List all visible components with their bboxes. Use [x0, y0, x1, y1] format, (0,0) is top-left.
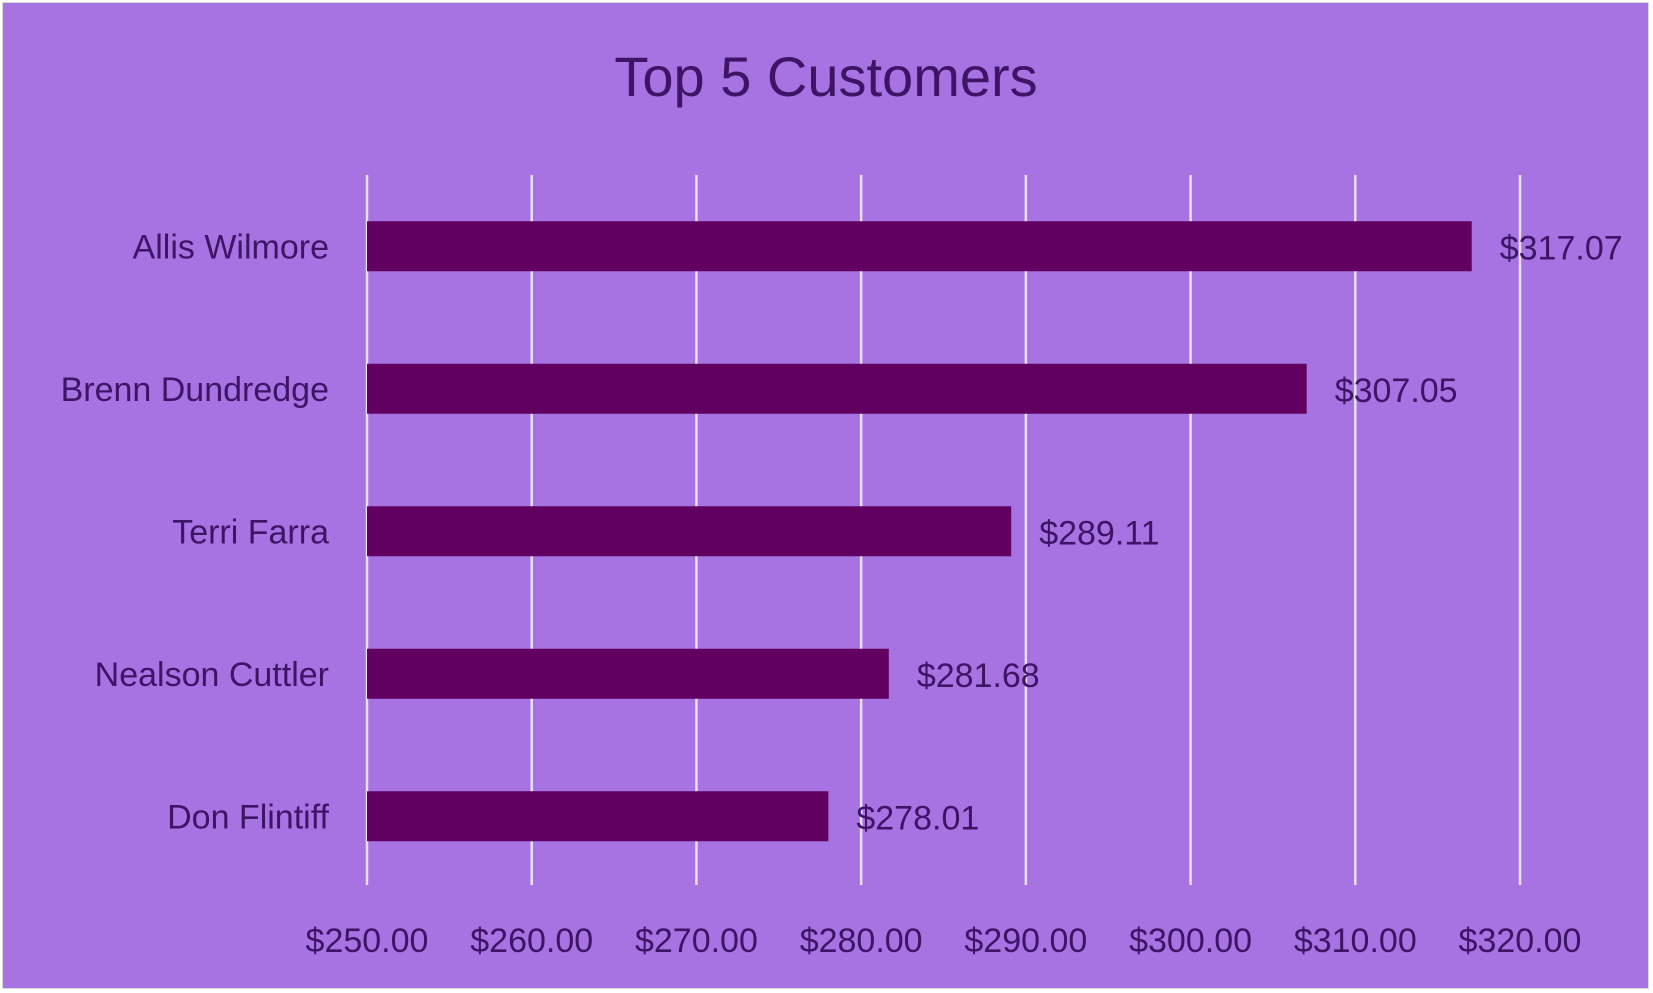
bar-3	[367, 506, 1012, 557]
x-tick-label: $300.00	[1129, 922, 1252, 960]
x-tick-label: $270.00	[635, 922, 758, 960]
category-label: Don Flintiff	[167, 798, 329, 836]
data-labels: $317.07 $307.05 $289.11 $281.68 $278.01	[856, 229, 1622, 837]
bar-2	[367, 363, 1307, 414]
category-label: Brenn Dundredge	[61, 371, 329, 409]
data-label: $281.68	[917, 657, 1040, 695]
chart-title: Top 5 Customers	[614, 45, 1037, 108]
bars	[367, 221, 1472, 842]
bar-4	[367, 648, 889, 699]
bar-chart: Top 5 Customers $317.07 $307.05 $289.11 $28…	[3, 3, 1648, 988]
data-label: $317.07	[1500, 229, 1623, 267]
data-label: $278.01	[856, 799, 979, 837]
x-tick-label: $290.00	[964, 922, 1087, 960]
bar-1	[367, 221, 1472, 272]
category-label: Allis Wilmore	[133, 228, 329, 266]
data-label: $307.05	[1335, 372, 1458, 410]
bar-5	[367, 791, 829, 842]
data-label: $289.11	[1039, 514, 1159, 552]
category-label: Terri Farra	[172, 513, 329, 551]
x-tick-label: $250.00	[306, 922, 429, 960]
value-axis: $250.00 $260.00 $270.00 $280.00 $290.00 $300.…	[306, 922, 1582, 960]
category-label: Nealson Cuttler	[95, 656, 329, 694]
x-tick-label: $280.00	[800, 922, 923, 960]
x-tick-label: $310.00	[1294, 922, 1417, 960]
x-tick-label: $260.00	[470, 922, 593, 960]
category-axis: Allis Wilmore Brenn Dundredge Terri Farra N…	[61, 228, 330, 836]
x-tick-label: $320.00	[1459, 922, 1582, 960]
